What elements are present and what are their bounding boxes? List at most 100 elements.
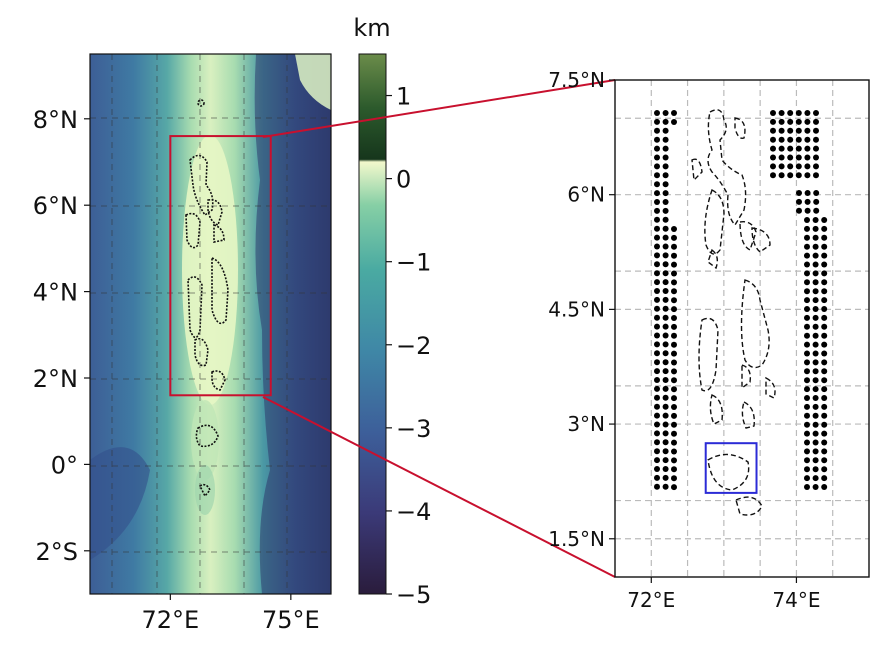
- station-point: [804, 368, 810, 375]
- station-point: [812, 225, 819, 232]
- station-point: [804, 225, 810, 232]
- station-point: [812, 466, 819, 473]
- station-point: [662, 385, 669, 392]
- station-point: [671, 350, 677, 357]
- map-x-tick-label: 72°E: [141, 606, 199, 634]
- connector-bottom: [262, 396, 616, 578]
- station-point: [821, 350, 828, 357]
- inset-highlight-box: [704, 442, 758, 494]
- station-point: [662, 474, 669, 481]
- station-point: [671, 395, 677, 402]
- station-point: [821, 484, 828, 490]
- station-point: [654, 394, 660, 401]
- station-point: [671, 466, 677, 473]
- station-point: [671, 475, 677, 482]
- station-point: [654, 474, 660, 481]
- inset-x-axis: 72°E 74°E: [627, 577, 820, 612]
- colorbar-tick-label: −4: [396, 498, 431, 526]
- inset-y-tick-label: 1.5°N: [548, 527, 605, 551]
- station-point: [671, 332, 677, 339]
- station-point: [662, 234, 669, 241]
- station-point: [654, 341, 660, 348]
- station-point: [662, 154, 669, 161]
- station-point: [671, 430, 677, 437]
- map-y-tick-label: 6°N: [33, 192, 78, 220]
- station-point: [812, 395, 819, 401]
- station-point: [778, 136, 785, 143]
- station-point: [821, 386, 828, 393]
- station-point: [654, 466, 660, 472]
- map-frame: [89, 53, 332, 595]
- station-point: [662, 145, 669, 152]
- station-point: [804, 484, 810, 490]
- station-point: [812, 484, 819, 490]
- station-point: [671, 368, 677, 375]
- inset-y-tick-label: 6°N: [567, 183, 605, 207]
- station-point: [671, 341, 677, 348]
- station-point: [662, 466, 669, 472]
- station-point: [770, 172, 776, 179]
- station-point: [662, 279, 669, 286]
- station-point: [662, 270, 669, 277]
- station-point: [662, 359, 669, 366]
- station-point: [770, 127, 776, 134]
- station-point: [662, 163, 669, 170]
- station-point: [812, 403, 819, 410]
- station-point: [812, 243, 819, 250]
- station-point: [795, 110, 802, 116]
- station-point: [671, 323, 677, 330]
- station-point: [804, 110, 811, 116]
- station-point: [812, 332, 819, 339]
- map-y-tick-label: 2°N: [33, 365, 78, 393]
- station-point: [804, 234, 810, 241]
- station-point: [821, 341, 828, 348]
- map-y-tick-label: 4°N: [33, 279, 78, 307]
- inset-y-tick-label: 7.5°N: [548, 68, 605, 92]
- bathymetry-map: [90, 54, 331, 594]
- station-point: [795, 136, 802, 143]
- station-point: [813, 198, 820, 205]
- station-point: [812, 297, 819, 304]
- station-point: [821, 261, 828, 268]
- station-point: [654, 296, 660, 303]
- station-point: [654, 412, 660, 419]
- station-point: [654, 421, 660, 428]
- station-point: [654, 368, 660, 375]
- station-point: [804, 190, 811, 196]
- inset-atoll-outlines: [691, 109, 776, 516]
- station-point: [821, 430, 828, 437]
- station-point: [662, 394, 669, 401]
- station-point: [812, 288, 819, 295]
- station-point: [804, 359, 810, 366]
- station-point: [671, 243, 677, 250]
- station-point: [812, 412, 819, 419]
- station-point: [778, 118, 785, 125]
- station-point: [804, 207, 811, 214]
- station-point: [787, 127, 794, 134]
- station-point: [804, 386, 810, 393]
- station-point: [662, 305, 669, 312]
- station-point: [654, 448, 660, 455]
- station-point: [662, 430, 669, 437]
- inset-frame: [614, 79, 870, 578]
- station-point: [654, 377, 660, 383]
- station-point: [804, 377, 810, 384]
- station-point: [821, 448, 828, 455]
- station-point: [795, 118, 802, 125]
- station-point: [812, 234, 819, 241]
- station-point: [662, 439, 669, 446]
- station-point: [813, 172, 819, 179]
- station-point: [654, 207, 660, 214]
- station-point: [804, 127, 811, 134]
- station-point: [662, 341, 669, 348]
- station-point: [804, 430, 810, 437]
- station-point: [671, 270, 677, 277]
- station-point: [654, 243, 660, 250]
- station-point: [795, 145, 802, 152]
- station-point: [804, 288, 810, 295]
- station-point: [812, 279, 819, 286]
- station-point: [778, 110, 785, 116]
- station-point: [662, 190, 669, 197]
- station-point: [671, 448, 677, 455]
